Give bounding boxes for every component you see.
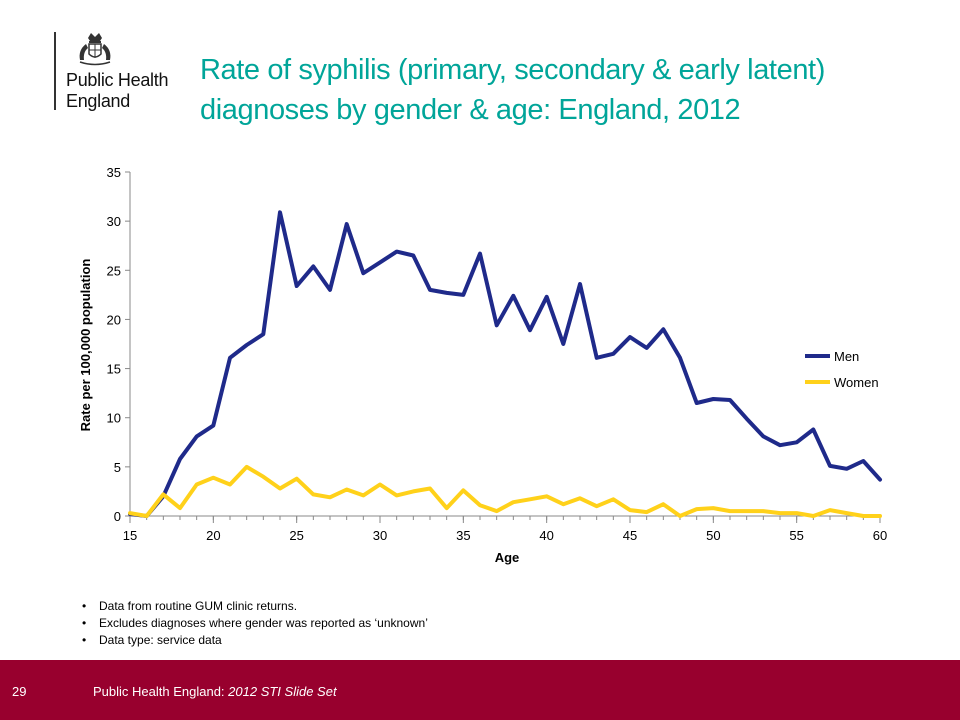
chart-series bbox=[128, 210, 882, 518]
org-name-line1: Public Health bbox=[66, 70, 169, 90]
chart-legend: Men Women bbox=[805, 349, 879, 390]
footer-publication: 2012 STI Slide Set bbox=[228, 684, 337, 699]
note-item: • Data type: service data bbox=[82, 633, 222, 647]
y-tick-label: 0 bbox=[114, 509, 121, 524]
page-number: 29 bbox=[12, 684, 27, 699]
logo-divider bbox=[54, 32, 56, 110]
note-item: • Data from routine GUM clinic returns. bbox=[82, 599, 298, 613]
y-tick-label: 30 bbox=[107, 214, 121, 229]
footer-source: Public Health England: 2012 STI Slide Se… bbox=[93, 684, 337, 699]
x-tick-label: 55 bbox=[789, 528, 803, 543]
y-tick-label: 35 bbox=[107, 165, 121, 180]
y-tick-label: 25 bbox=[107, 263, 121, 278]
note-item: • Excludes diagnoses where gender was rep… bbox=[82, 616, 428, 630]
x-tick-label: 40 bbox=[539, 528, 553, 543]
royal-crest-icon bbox=[79, 33, 111, 66]
y-tick-label: 20 bbox=[107, 312, 121, 327]
x-tick-label: 60 bbox=[873, 528, 887, 543]
phe-logo: Public Health England bbox=[54, 32, 194, 122]
y-tick-label: 15 bbox=[107, 362, 121, 377]
notes-list: • Data from routine GUM clinic returns. •… bbox=[82, 598, 428, 649]
x-tick-label: 15 bbox=[123, 528, 137, 543]
x-tick-label: 50 bbox=[706, 528, 720, 543]
note-text: Excludes diagnoses where gender was repo… bbox=[99, 616, 428, 630]
footer-bar: 29 Public Health England: 2012 STI Slide… bbox=[0, 660, 960, 720]
note-text: Data from routine GUM clinic returns. bbox=[99, 599, 298, 613]
x-tick-label: 45 bbox=[623, 528, 637, 543]
legend-label-women: Women bbox=[834, 375, 879, 390]
org-name: Public Health England bbox=[66, 70, 196, 112]
x-tick-label: 20 bbox=[206, 528, 220, 543]
footer-org: Public Health England: bbox=[93, 684, 229, 699]
x-tick-label: 25 bbox=[289, 528, 303, 543]
x-tick-label: 35 bbox=[456, 528, 470, 543]
x-tick-label: 30 bbox=[373, 528, 387, 543]
series-line-women bbox=[128, 464, 882, 518]
x-axis-label: Age bbox=[495, 550, 520, 565]
note-text: Data type: service data bbox=[99, 633, 222, 647]
slide-title-line2: diagnoses by gender & age: England, 2012 bbox=[200, 94, 741, 126]
org-name-line2: England bbox=[66, 91, 130, 111]
slide-title: Rate of syphilis (primary, secondary & e… bbox=[200, 50, 950, 130]
legend-label-men: Men bbox=[834, 349, 859, 364]
series-line-men bbox=[128, 210, 882, 518]
y-tick-label: 5 bbox=[114, 460, 121, 475]
chart-axes: 0 5 10 15 20 25 30 35 15 20 25 30 35 40 45 50 55 60 bbox=[107, 165, 888, 543]
y-axis-label: Rate per 100,000 population bbox=[78, 259, 93, 432]
slide-title-line1: Rate of syphilis (primary, secondary & e… bbox=[200, 54, 825, 86]
line-chart: 0 5 10 15 20 25 30 35 15 20 25 30 35 40 45 50 55 60 Men Wo… bbox=[78, 165, 888, 565]
y-tick-label: 10 bbox=[107, 411, 121, 426]
